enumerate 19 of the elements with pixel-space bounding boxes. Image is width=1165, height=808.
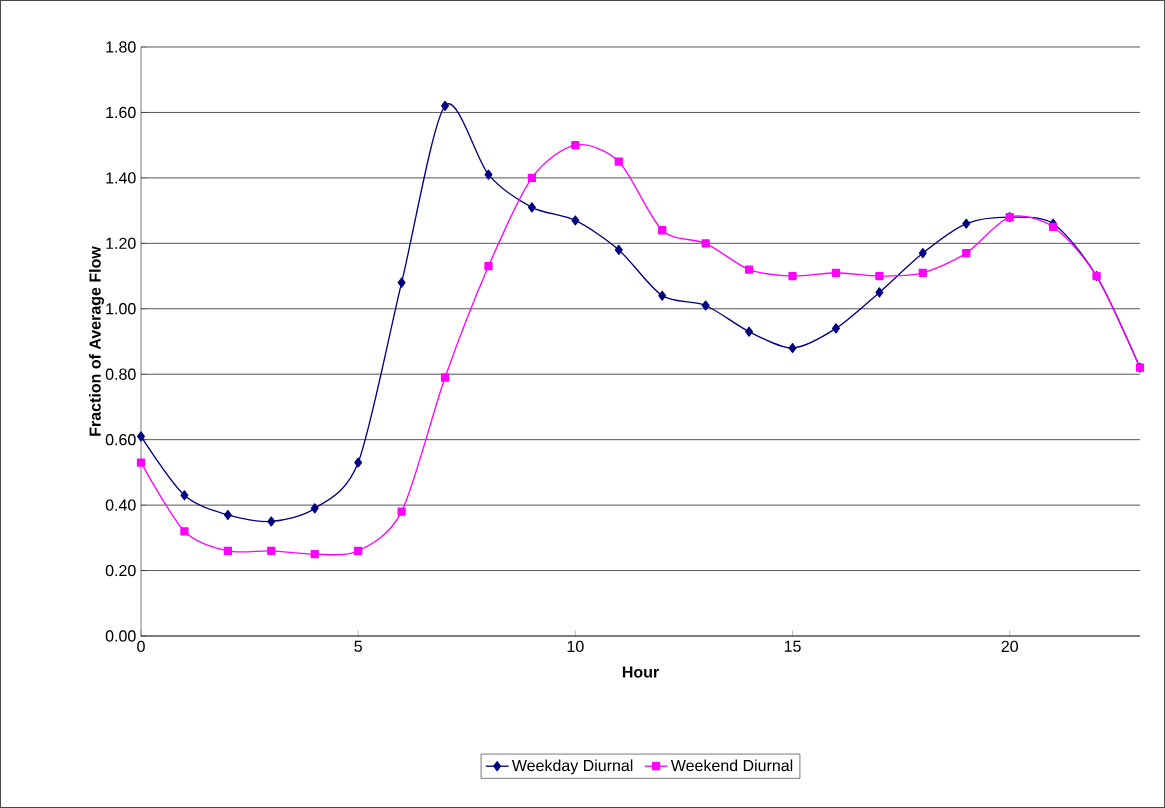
- x-tick-label: 15: [784, 640, 801, 652]
- y-tick-label: 1.00: [106, 303, 136, 315]
- y-tick-label: 0.60: [105, 434, 136, 446]
- x-tick-label: 10: [567, 640, 584, 653]
- x-axis-title: Hour: [622, 666, 659, 678]
- y-tick-label: 1.80: [106, 41, 136, 53]
- y-tick-label: 1.60: [106, 106, 136, 119]
- legend-label: Weekend Diurnal: [670, 759, 793, 772]
- y-tick-label: 1.20: [106, 237, 136, 249]
- y-tick-label: 0.20: [105, 564, 136, 577]
- x-tick-label: 5: [354, 640, 362, 652]
- y-tick-label: 0.40: [105, 499, 136, 511]
- y-tick-label: 0.80: [105, 368, 136, 380]
- y-tick-label: 0.00: [105, 630, 136, 642]
- y-axis-title: Fraction of Average Flow: [89, 246, 104, 436]
- x-tick-label: 0: [137, 640, 145, 653]
- legend-label: Weekday Diurnal: [511, 759, 633, 775]
- x-tick-label: 20: [1001, 640, 1018, 653]
- y-tick-label: 1.40: [106, 172, 136, 184]
